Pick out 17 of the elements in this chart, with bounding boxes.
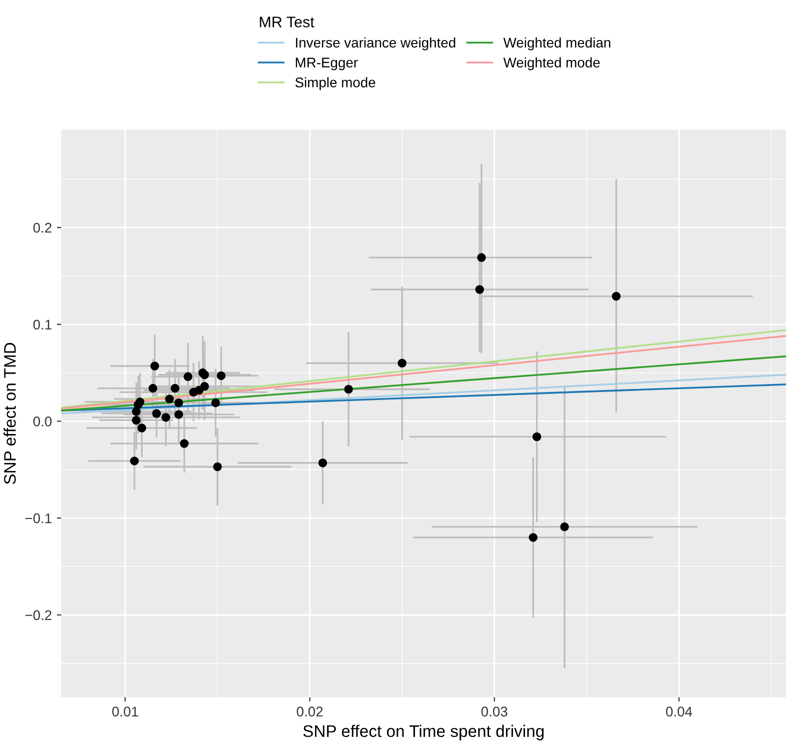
x-tick-label: 0.02 xyxy=(296,706,323,717)
legend-label: Weighted mode xyxy=(503,57,600,70)
y-tick-label: −0.2 xyxy=(25,610,52,620)
x-tick-label: 0.03 xyxy=(481,706,508,717)
y-tick-label: 0.0 xyxy=(33,416,52,426)
y-tick-label: 0.1 xyxy=(33,320,52,330)
legend-label: Weighted median xyxy=(503,37,610,50)
y-tick-label: 0.2 xyxy=(33,222,52,233)
legend-label: Simple mode xyxy=(295,77,376,90)
y-tick-label: −0.1 xyxy=(25,513,52,524)
x-axis-title: SNP effect on Time spent driving xyxy=(303,724,544,740)
x-tick-label: 0.04 xyxy=(666,706,692,717)
legend-label: Inverse variance weighted xyxy=(296,37,456,50)
y-axis-title: SNP effect on TMD xyxy=(4,342,16,484)
x-tick-label: 0.01 xyxy=(112,706,138,717)
legend-label: MR-Egger xyxy=(296,58,358,70)
legend-title: MR Test xyxy=(260,16,314,28)
